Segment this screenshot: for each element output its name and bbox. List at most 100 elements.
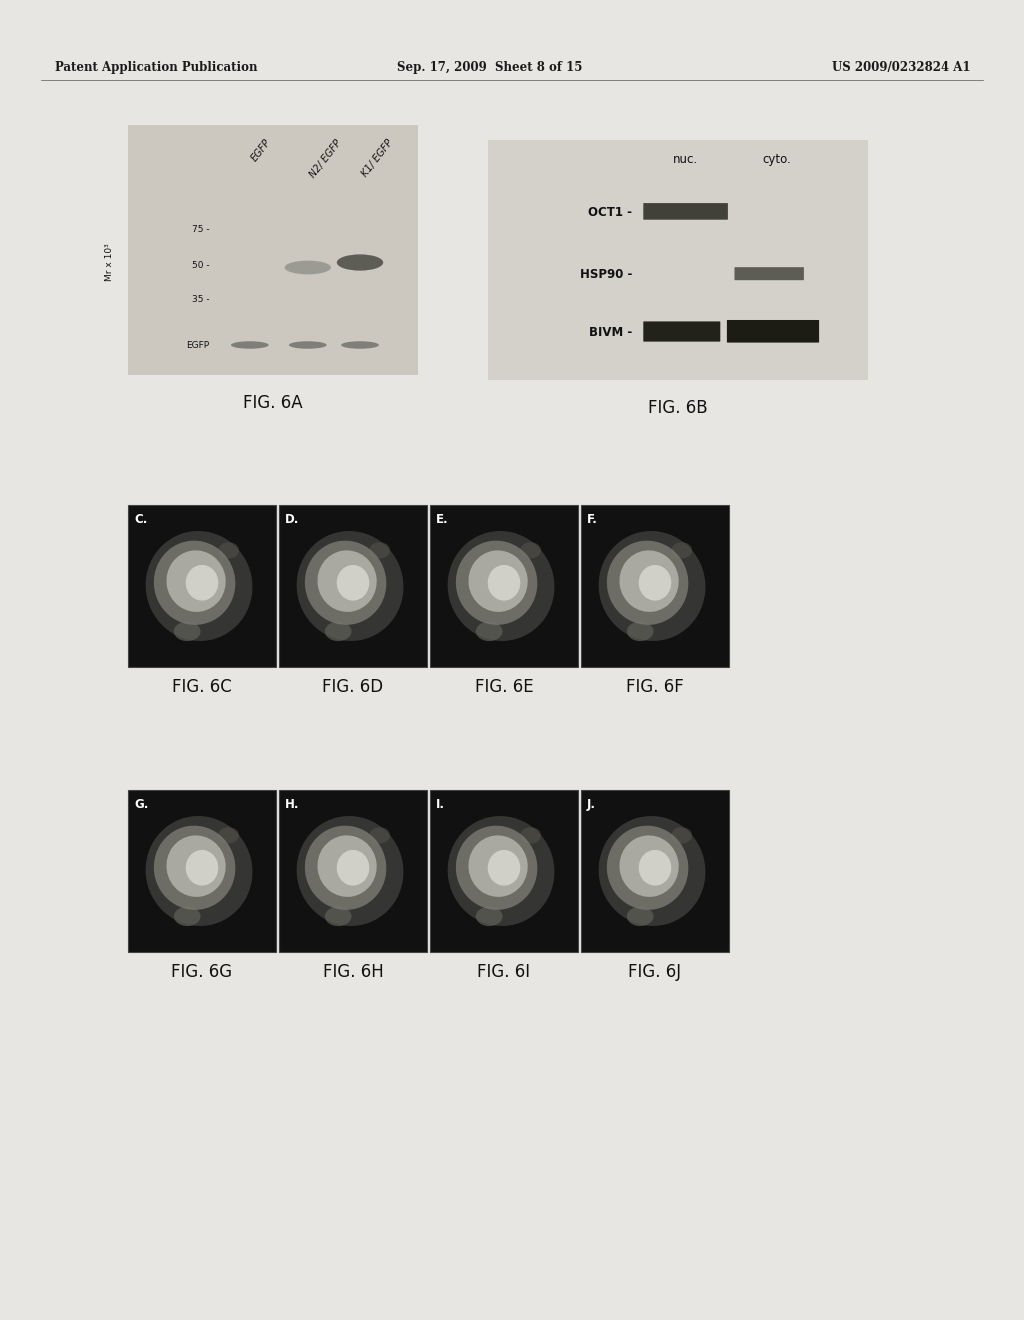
Ellipse shape: [447, 531, 554, 642]
Ellipse shape: [317, 836, 377, 896]
Ellipse shape: [607, 826, 688, 909]
Bar: [128, 789, 276, 952]
Text: G.: G.: [134, 799, 148, 810]
Text: Patent Application Publication: Patent Application Publication: [55, 62, 257, 74]
Text: K1/ EGFP: K1/ EGFP: [360, 137, 395, 178]
Ellipse shape: [639, 850, 672, 886]
Ellipse shape: [167, 550, 225, 612]
Text: FIG. 6D: FIG. 6D: [323, 678, 384, 696]
Text: HSP90 -: HSP90 -: [580, 268, 633, 281]
Text: OCT1 -: OCT1 -: [589, 206, 633, 219]
Ellipse shape: [487, 850, 520, 886]
Ellipse shape: [154, 826, 236, 909]
FancyBboxPatch shape: [643, 203, 728, 219]
Ellipse shape: [447, 816, 554, 925]
Text: FIG. 6C: FIG. 6C: [172, 678, 231, 696]
Bar: [128, 506, 276, 667]
Text: E.: E.: [436, 513, 449, 525]
Ellipse shape: [167, 836, 225, 896]
Ellipse shape: [370, 828, 390, 843]
Ellipse shape: [305, 541, 386, 624]
Ellipse shape: [174, 907, 201, 927]
Ellipse shape: [285, 260, 331, 275]
Text: Mr x 10³: Mr x 10³: [105, 244, 115, 281]
Bar: [279, 506, 427, 667]
Bar: [488, 140, 868, 380]
Ellipse shape: [337, 850, 370, 886]
Text: F.: F.: [587, 513, 598, 525]
Ellipse shape: [185, 565, 218, 601]
Text: J.: J.: [587, 799, 596, 810]
Ellipse shape: [297, 816, 403, 925]
Ellipse shape: [456, 541, 538, 624]
Ellipse shape: [456, 826, 538, 909]
Ellipse shape: [607, 541, 688, 624]
Ellipse shape: [218, 543, 239, 558]
Text: EGFP: EGFP: [250, 137, 273, 164]
FancyBboxPatch shape: [643, 322, 720, 342]
Text: 35 -: 35 -: [191, 296, 209, 305]
Ellipse shape: [627, 622, 653, 642]
Text: FIG. 6B: FIG. 6B: [648, 399, 708, 417]
Text: FIG. 6J: FIG. 6J: [629, 964, 682, 981]
Ellipse shape: [599, 816, 706, 925]
Text: H.: H.: [285, 799, 299, 810]
Ellipse shape: [337, 565, 370, 601]
Text: FIG. 6A: FIG. 6A: [243, 393, 303, 412]
FancyBboxPatch shape: [734, 267, 804, 280]
Ellipse shape: [341, 342, 379, 348]
Ellipse shape: [325, 622, 351, 642]
Ellipse shape: [305, 826, 386, 909]
Ellipse shape: [325, 907, 351, 927]
Ellipse shape: [620, 836, 679, 896]
Ellipse shape: [520, 543, 541, 558]
Text: I.: I.: [436, 799, 445, 810]
Ellipse shape: [468, 550, 527, 612]
Ellipse shape: [639, 565, 672, 601]
Ellipse shape: [370, 543, 390, 558]
Ellipse shape: [289, 342, 327, 348]
Text: Sep. 17, 2009  Sheet 8 of 15: Sep. 17, 2009 Sheet 8 of 15: [397, 62, 583, 74]
Text: FIG. 6F: FIG. 6F: [626, 678, 684, 696]
Bar: [430, 506, 578, 667]
Ellipse shape: [672, 543, 692, 558]
Ellipse shape: [599, 531, 706, 642]
Ellipse shape: [145, 816, 253, 925]
Text: FIG. 6G: FIG. 6G: [171, 964, 232, 981]
Text: 75 -: 75 -: [191, 226, 209, 235]
Ellipse shape: [520, 828, 541, 843]
Text: FIG. 6I: FIG. 6I: [477, 964, 530, 981]
Bar: [581, 789, 729, 952]
Text: 50 -: 50 -: [191, 260, 209, 269]
Ellipse shape: [154, 541, 236, 624]
Ellipse shape: [297, 531, 403, 642]
Ellipse shape: [218, 828, 239, 843]
Text: US 2009/0232824 A1: US 2009/0232824 A1: [831, 62, 970, 74]
Text: FIG. 6E: FIG. 6E: [475, 678, 534, 696]
FancyBboxPatch shape: [727, 319, 819, 343]
Ellipse shape: [468, 836, 527, 896]
Text: BIVM -: BIVM -: [589, 326, 633, 338]
Text: D.: D.: [285, 513, 299, 525]
Ellipse shape: [174, 622, 201, 642]
Bar: [430, 789, 578, 952]
Ellipse shape: [476, 622, 503, 642]
Ellipse shape: [231, 342, 268, 348]
Text: cyto.: cyto.: [763, 153, 792, 166]
Ellipse shape: [672, 828, 692, 843]
Text: C.: C.: [134, 513, 147, 525]
Ellipse shape: [337, 255, 383, 271]
Bar: [128, 125, 418, 375]
Ellipse shape: [145, 531, 253, 642]
Bar: [279, 789, 427, 952]
Ellipse shape: [627, 907, 653, 927]
Text: nuc.: nuc.: [673, 153, 698, 166]
Text: N2/ EGFP: N2/ EGFP: [308, 137, 343, 180]
Ellipse shape: [185, 850, 218, 886]
Text: EGFP: EGFP: [186, 341, 209, 350]
Ellipse shape: [620, 550, 679, 612]
Ellipse shape: [317, 550, 377, 612]
Ellipse shape: [487, 565, 520, 601]
Ellipse shape: [476, 907, 503, 927]
Bar: [581, 506, 729, 667]
